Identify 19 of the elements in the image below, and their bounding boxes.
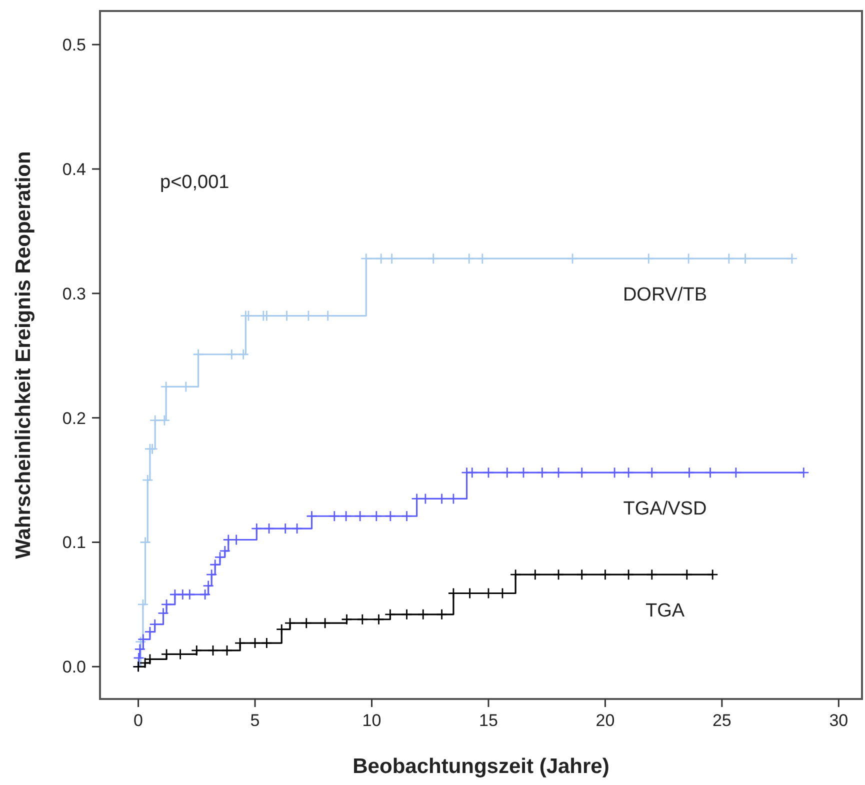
x-tick-label: 15 bbox=[479, 711, 498, 730]
x-tick-label: 0 bbox=[134, 711, 144, 730]
x-axis-title: Beobachtungszeit (Jahre) bbox=[352, 755, 610, 778]
x-tick-label: 30 bbox=[829, 711, 848, 730]
y-tick-label: 0.4 bbox=[62, 160, 86, 179]
annotation: p<0,001 bbox=[160, 172, 230, 193]
y-axis-title: Wahrscheinlichkeit Ereignis Reoperation bbox=[12, 151, 35, 559]
y-tick-label: 0.5 bbox=[62, 36, 86, 55]
x-tick-label: 10 bbox=[362, 711, 382, 730]
x-tick-label: 25 bbox=[712, 711, 732, 730]
y-tick-label: 0.3 bbox=[62, 284, 86, 304]
y-tick-label: 0.0 bbox=[62, 658, 86, 677]
series-label: DORV/TB bbox=[622, 284, 708, 306]
y-tick-label: 0.1 bbox=[62, 533, 86, 552]
x-tick-label: 20 bbox=[596, 711, 615, 730]
series-label: TGA/VSD bbox=[623, 498, 707, 520]
y-tick-label: 0.2 bbox=[62, 408, 86, 428]
x-tick-label: 5 bbox=[250, 711, 260, 730]
series-label: TGA bbox=[645, 600, 685, 622]
